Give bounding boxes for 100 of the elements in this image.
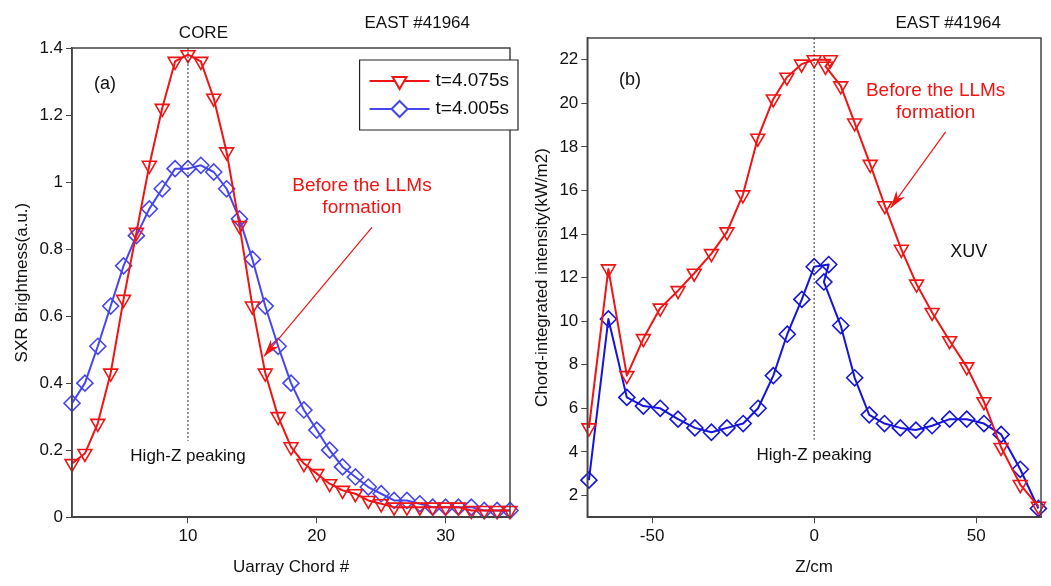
x-axis-title: Z/cm [795,557,834,577]
point [1011,460,1030,479]
legend-label: t=4.005s [435,97,509,119]
point [257,368,273,382]
point [793,290,811,309]
x-tick-label: 30 [436,526,456,546]
point [206,93,222,108]
point [580,471,598,489]
annotation: Before the LLMs formation [292,174,432,218]
ref-line-label: High-Z peaking [756,444,872,464]
point [976,396,992,411]
point [975,414,993,433]
point [399,502,415,516]
y-tick-label: 16 [559,180,579,200]
x-tick-label: -50 [639,526,665,546]
point [450,502,467,516]
point [153,179,171,198]
point [924,307,940,322]
point [686,419,704,437]
point [941,335,958,350]
point [940,410,959,428]
point [669,410,687,428]
point [831,316,850,335]
point [581,423,597,437]
point [218,147,235,161]
point [860,406,879,424]
point [833,81,849,95]
point [411,494,429,513]
y-tick-label: 12 [559,267,579,287]
point [270,411,286,426]
point [360,495,377,510]
point [154,103,170,118]
y-tick-label: 0 [53,506,64,526]
point [321,478,338,493]
point [347,488,364,503]
y-tick-label: 14 [559,223,579,243]
point [140,200,159,218]
legend-label: t=4.075s [435,69,509,91]
point [231,220,248,235]
x-tick-label: 0 [809,526,819,546]
point [295,401,313,419]
point [115,294,132,309]
point [373,498,389,513]
point [102,368,119,382]
chart-title: EAST #41964 [895,13,1001,32]
point [651,399,670,418]
point [907,421,925,439]
point [90,418,106,433]
point [908,279,925,293]
point [386,502,402,516]
point [805,257,823,276]
point [334,485,351,500]
point [398,491,416,510]
annotation: (a) [93,73,116,94]
point [734,414,752,433]
point [77,448,93,463]
point [244,301,261,315]
point [822,54,839,69]
y-tick-label: 20 [559,93,579,113]
y-tick-label: 6 [568,397,579,417]
point [845,369,864,387]
point [114,257,133,275]
point [819,255,838,274]
point [652,303,668,317]
point [476,505,492,520]
point [618,388,636,407]
point [166,159,184,178]
point [846,118,863,132]
y-tick-label: 1 [53,171,64,191]
point [502,505,518,520]
point [815,273,833,291]
y-tick-label: 0.6 [39,305,64,325]
x-tick-label: 50 [966,526,986,546]
point [750,133,766,147]
point [283,442,299,456]
point [269,337,287,356]
point [412,502,428,516]
y-axis-title: Chord-integrated intensity(kW/m2) [531,148,551,408]
point [718,419,736,437]
point [702,423,721,442]
point [436,498,455,516]
point [64,458,80,473]
point [875,414,894,433]
point [449,498,468,516]
point [993,442,1009,457]
point [634,397,653,415]
point [501,501,519,520]
y-tick-label: 0.8 [39,238,64,258]
point [992,425,1010,444]
y-tick-label: 10 [559,310,579,330]
y-tick-label: 1.2 [39,104,64,124]
point [193,56,209,71]
point [385,491,403,510]
point [282,374,300,392]
point [923,416,941,435]
point [230,210,249,228]
point [765,94,782,108]
y-tick-label: 4 [568,441,579,461]
point [599,310,618,328]
chart-title: EAST #41964 [364,13,470,32]
